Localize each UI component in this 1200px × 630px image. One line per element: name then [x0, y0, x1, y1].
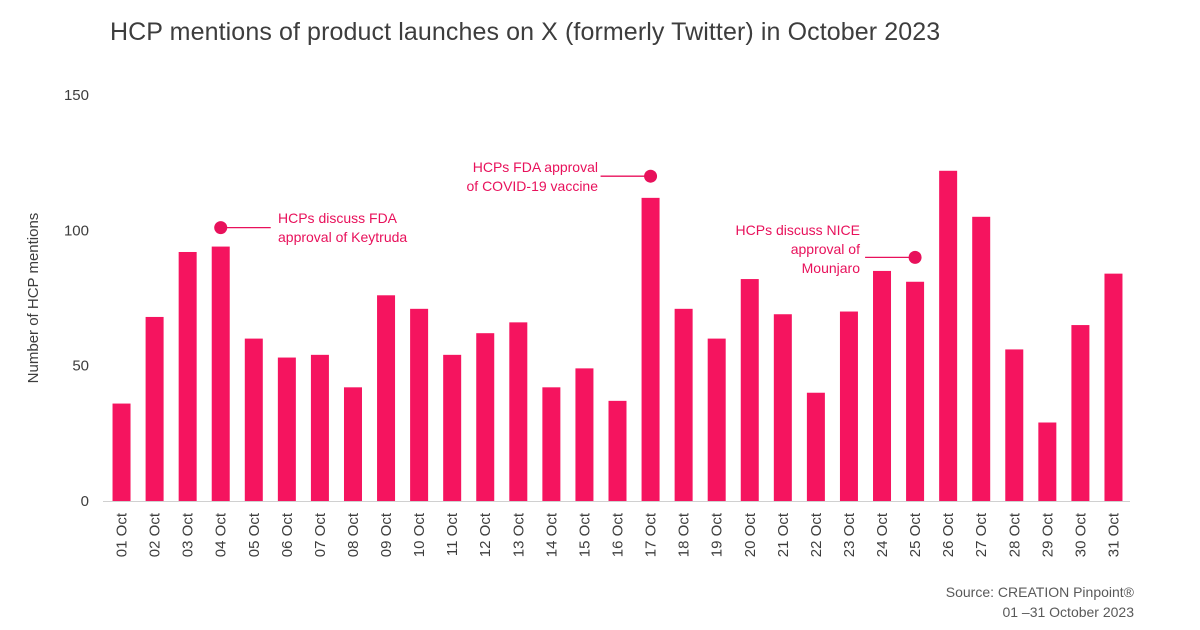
bar — [707, 338, 726, 501]
x-tick-label: 19 Oct — [709, 512, 726, 557]
bar — [476, 333, 495, 501]
x-tick-label: 04 Oct — [213, 512, 230, 557]
x-tick-label: 27 Oct — [973, 512, 990, 557]
bar — [145, 316, 164, 501]
bar — [542, 387, 561, 501]
annotation-marker — [644, 169, 658, 183]
annotation-covid-line-1: HCPs FDA approval — [472, 159, 598, 175]
bar — [443, 354, 462, 501]
x-tick-label: 29 Oct — [1039, 512, 1056, 557]
bar — [939, 170, 958, 501]
annotation-mounjaro-line-3: Mounjaro — [801, 260, 860, 276]
bar — [211, 246, 230, 501]
bar — [873, 270, 892, 501]
x-tick-label: 18 Oct — [676, 512, 693, 557]
x-tick-label: 23 Oct — [841, 512, 858, 557]
source-note: Source: CREATION Pinpoint® 01 –31 Octobe… — [946, 582, 1134, 622]
source-line-1: Source: CREATION Pinpoint® — [945, 584, 1134, 600]
x-tick-label: 01 Oct — [114, 512, 131, 557]
y-tick-label: 50 — [72, 358, 89, 375]
y-axis-label: Number of HCP mentions — [25, 213, 42, 384]
annotation-mounjaro: HCPs discuss NICE approval of Mounjaro — [736, 221, 860, 278]
annotation-marker — [908, 250, 922, 264]
y-tick-label: 150 — [64, 87, 89, 104]
bar — [1005, 349, 1024, 501]
x-tick-label: 09 Oct — [378, 512, 395, 557]
bar — [773, 314, 792, 501]
bar — [1071, 325, 1090, 501]
x-tick-label: 30 Oct — [1072, 512, 1089, 557]
annotation-keytruda-line-1: HCPs discuss FDA — [278, 210, 398, 226]
x-tick-label: 12 Oct — [477, 512, 494, 557]
bar — [277, 357, 296, 501]
x-tick-label: 05 Oct — [246, 512, 263, 557]
annotation-keytruda-line-2: approval of Keytruda — [278, 229, 408, 245]
bar — [972, 216, 991, 502]
bar — [839, 311, 858, 501]
bar — [608, 400, 627, 501]
bar — [310, 354, 329, 501]
x-tick-label: 16 Oct — [610, 512, 627, 557]
x-tick-label: 20 Oct — [742, 512, 759, 557]
annotation-marker — [214, 221, 228, 235]
bar — [906, 281, 925, 501]
bar — [343, 387, 362, 501]
x-tick-label: 14 Oct — [543, 512, 560, 557]
source-line-2: 01 –31 October 2023 — [1002, 604, 1134, 620]
x-tick-label: 31 Oct — [1105, 512, 1122, 557]
annotation-covid-line-2: of COVID-19 vaccine — [466, 178, 599, 194]
x-tick-label: 28 Oct — [1006, 512, 1023, 557]
x-tick-label: 25 Oct — [907, 512, 924, 557]
bar — [377, 295, 396, 501]
chart-title: HCP mentions of product launches on X (f… — [110, 18, 941, 46]
x-tick-label: 03 Oct — [180, 512, 197, 557]
x-tick-label: 21 Oct — [775, 512, 792, 557]
x-tick-label: 26 Oct — [940, 512, 957, 557]
annotation-mounjaro-line-2: approval of — [790, 241, 860, 257]
bar — [641, 197, 660, 501]
bar — [674, 308, 693, 501]
x-tick-label: 06 Oct — [279, 512, 296, 557]
x-tick-label: 24 Oct — [874, 512, 891, 557]
x-tick-label: 17 Oct — [643, 512, 660, 557]
bar — [178, 251, 197, 501]
x-tick-label: 10 Oct — [411, 512, 428, 557]
y-tick-label: 0 — [81, 493, 89, 510]
bar — [410, 308, 429, 501]
x-tick-label: 13 Oct — [510, 512, 527, 557]
annotation-covid-vaccine: HCPs FDA approval of COVID-19 vaccine — [467, 158, 599, 196]
bar — [1038, 422, 1057, 501]
x-tick-label: 08 Oct — [345, 512, 362, 557]
bar — [740, 279, 759, 501]
x-tick-label: 15 Oct — [576, 512, 593, 557]
bar — [575, 368, 594, 501]
annotation-mounjaro-line-1: HCPs discuss NICE — [735, 222, 860, 238]
annotation-keytruda: HCPs discuss FDA approval of Keytruda — [278, 209, 407, 247]
x-tick-label: 07 Oct — [312, 512, 329, 557]
bar — [509, 322, 528, 501]
bar — [244, 338, 263, 501]
bar — [806, 392, 825, 501]
x-tick-label: 22 Oct — [808, 512, 825, 557]
y-tick-label: 100 — [64, 222, 89, 239]
x-tick-label: 11 Oct — [444, 512, 461, 556]
bar — [112, 403, 131, 501]
bar — [1104, 273, 1123, 501]
x-tick-label: 02 Oct — [147, 512, 164, 557]
